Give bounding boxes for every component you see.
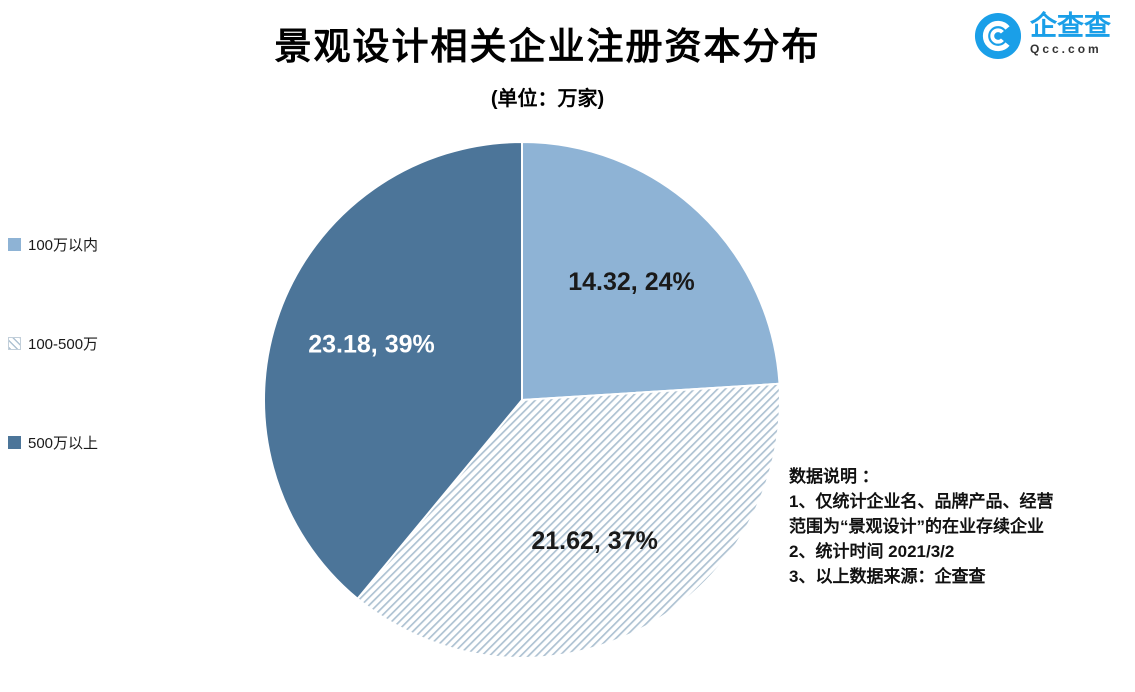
legend-item-100-500: 100-500万 [8,333,98,354]
notes-line-3: 2、统计时间 2021/3/2 [789,542,955,561]
legend-item-under-100: 100万以内 [8,234,98,255]
pie-slice-1 [356,382,781,659]
qcc-domain: Qcc.com [1030,42,1102,57]
pie-chart: 14.32, 24% 21.62, 37% 23.18, 39% [252,130,792,670]
slice-label-0: 14.32, 24% [568,268,695,296]
page-subtitle: (单位：万家) [490,88,605,110]
data-notes: 数据说明 ： 1、仅统计企业名、品牌产品、经营 范围为“景观设计”的在业存续企业… [789,464,1135,589]
legend-swatch-100-500 [8,337,21,350]
qcc-brand-name: 企查查 [1030,11,1111,41]
legend-swatch-over-500 [8,436,21,449]
legend-label-over-500: 500万以上 [28,435,99,452]
qcc-logo: 企查查 Qcc.com [974,12,1111,60]
notes-line-2: 范围为“景观设计”的在业存续企业 [789,517,1044,536]
notes-line-4: 3、以上数据来源：企查查 [789,567,986,586]
legend-item-over-500: 500万以上 [8,432,98,453]
legend-label-under-100: 100万以内 [28,237,99,254]
qcc-logo-text: 企查查 Qcc.com [1030,11,1111,57]
pie-chart-svg: 14.32, 24% 21.62, 37% 23.18, 39% [263,141,781,659]
slice-label-1: 21.62, 37% [531,527,658,555]
qcc-logo-icon [974,12,1022,60]
legend-label-100-500: 100-500万 [28,336,99,353]
legend-swatch-under-100 [8,238,21,251]
notes-heading: 数据说明 ： [789,467,879,486]
chart-legend: 100万以内 100-500万 500万以上 [8,234,98,453]
notes-line-1: 1、仅统计企业名、品牌产品、经营 [789,492,1054,511]
page-title: 景观设计相关企业注册资本分布 [274,26,821,67]
slice-label-2: 23.18, 39% [308,330,435,358]
pie-slice-2 [263,141,523,600]
pie-slice-0 [521,141,781,401]
